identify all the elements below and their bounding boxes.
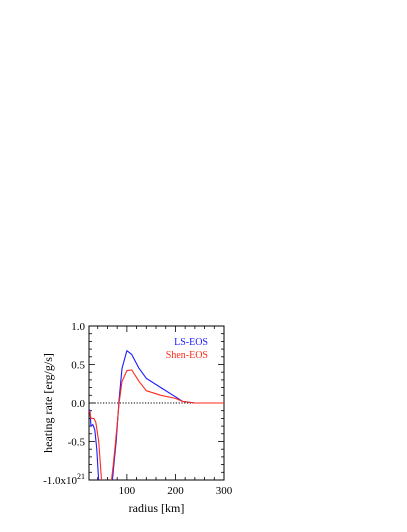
legend-entry: Shen-EOS <box>166 350 208 361</box>
series-line-1 <box>89 369 224 480</box>
x-tick-label: 300 <box>216 485 233 497</box>
y-tick-label: -0.5 <box>68 437 86 449</box>
series-lines <box>89 350 224 480</box>
x-tick-label: 200 <box>167 485 184 497</box>
y-axis-title: heating rate [erg/g/s] <box>41 353 55 453</box>
x-tick-label: 100 <box>119 485 136 497</box>
x-axis-title: radius [km] <box>129 501 185 515</box>
y-tick-label: -1.0x1021 <box>43 472 85 487</box>
y-tick-label: 0.0 <box>71 398 85 410</box>
y-tick-label: 1.0 <box>71 321 85 333</box>
y-tick-exponent: 21 <box>77 472 85 481</box>
legend-entry: LS-EOS <box>174 337 208 348</box>
y-tick-label: 0.5 <box>71 360 85 372</box>
axis-labels: 100 200 300 -1.0x1021 -0.5 0.0 0.5 1.0 radius [k… <box>41 321 233 515</box>
legend: LS-EOS Shen-EOS <box>166 337 208 361</box>
series-line-0 <box>89 350 224 480</box>
